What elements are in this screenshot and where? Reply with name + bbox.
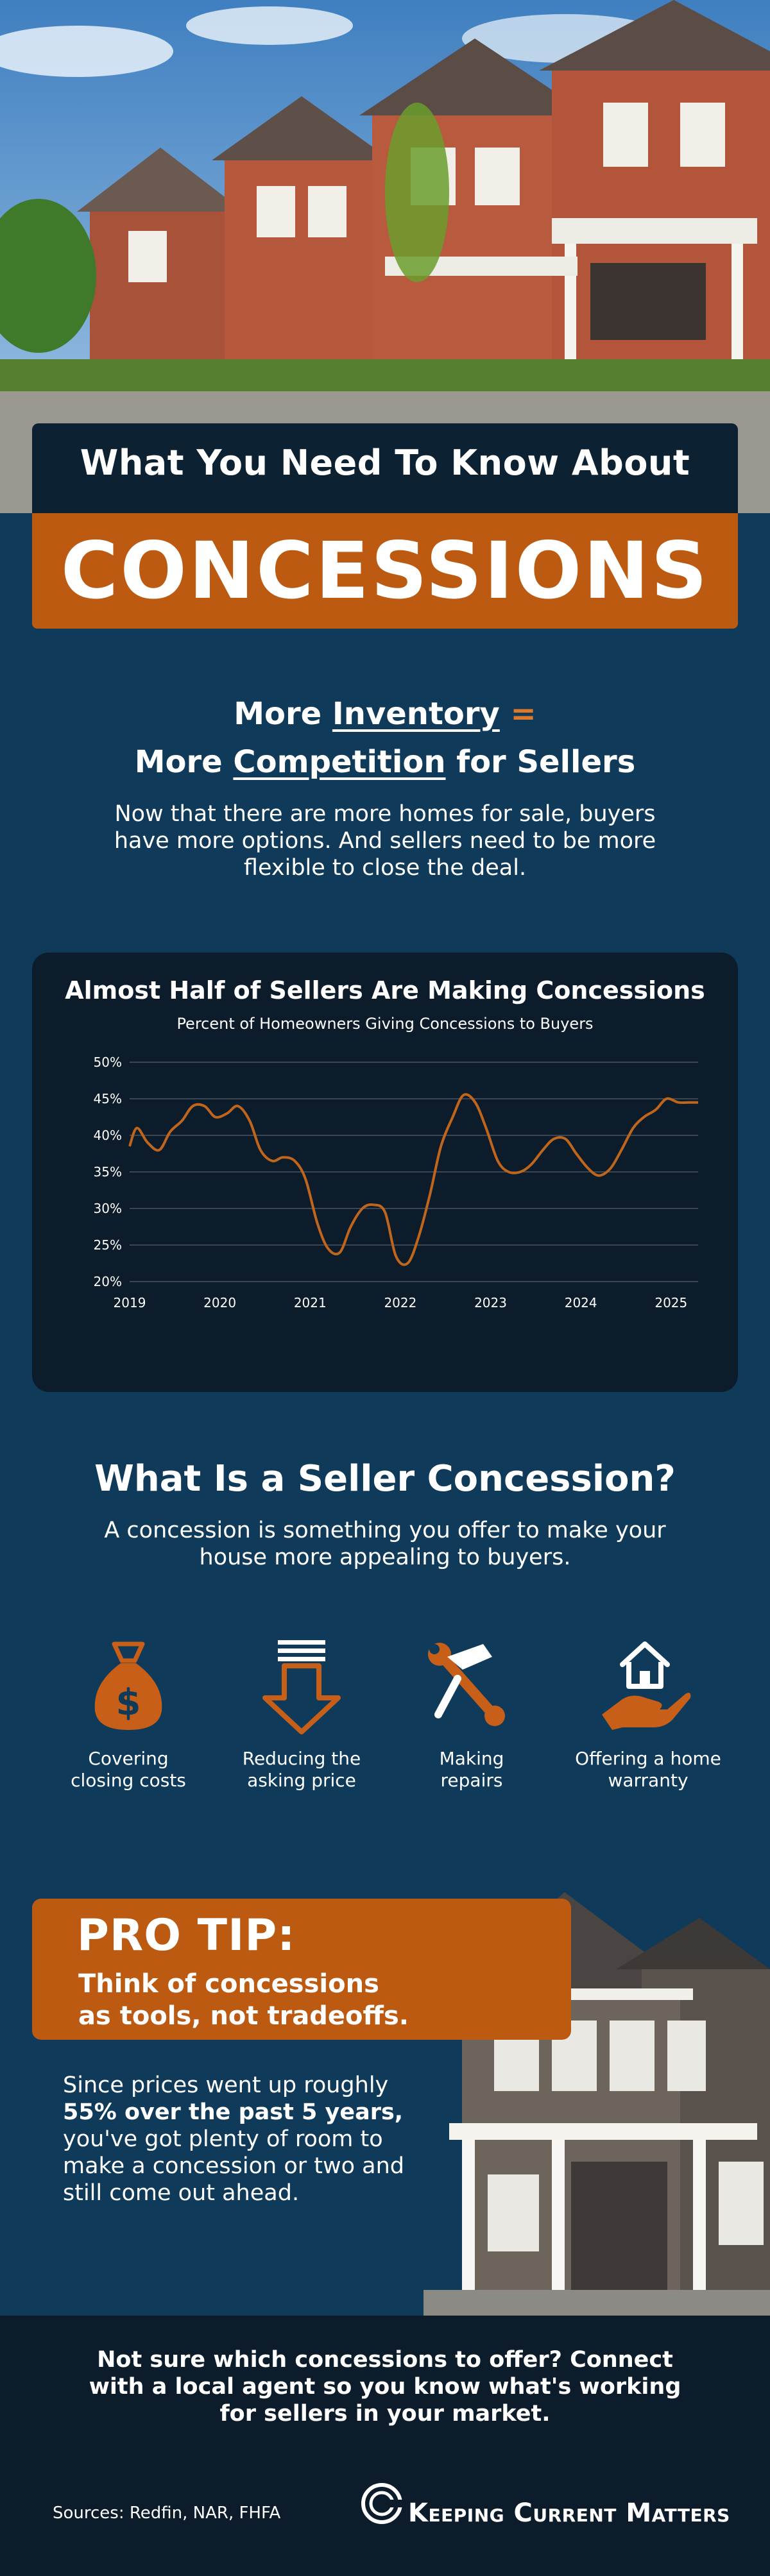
footer bbox=[0, 2316, 770, 2576]
inventory-body: Now that there are more homes for sale, … bbox=[114, 801, 656, 881]
line-chart: 20%25%30%35%40%45%50% 2019 2020 2021 2022 20… bbox=[94, 1055, 698, 1310]
chart-subtitle: Percent of Homeowners Giving Concessions… bbox=[176, 1015, 594, 1033]
x-tick-label: 2019 bbox=[114, 1295, 146, 1310]
concession-body: A concession is something you offer to m… bbox=[104, 1518, 666, 1570]
inventory-word: Inventory bbox=[332, 696, 500, 732]
chart-title: Almost Half of Sellers Are Making Conces… bbox=[65, 976, 705, 1004]
series-line bbox=[128, 1093, 698, 1266]
hand-house-icon bbox=[602, 1641, 691, 1730]
y-tick-label: 50% bbox=[94, 1055, 122, 1070]
x-axis-ticks: 2019 2020 2021 2022 2023 2024 2025 bbox=[114, 1295, 688, 1310]
concession-label-repairs: Making repairs bbox=[439, 1748, 504, 1791]
header-dark-box bbox=[32, 423, 738, 513]
y-tick-label: 25% bbox=[94, 1237, 122, 1253]
hammer-wrench-icon bbox=[428, 1643, 505, 1726]
chart-series bbox=[128, 1093, 698, 1266]
concession-label-asking-price: Reducing the asking price bbox=[242, 1748, 361, 1791]
kcm-logo-text[interactable]: Keeping Current Matters bbox=[408, 2498, 730, 2528]
pro-tip-body: Since prices went up roughly 55% over th… bbox=[63, 2072, 404, 2206]
x-tick-label: 2021 bbox=[294, 1295, 327, 1310]
sources-text: Sources: Redfin, NAR, FHFA bbox=[53, 2504, 281, 2523]
x-tick-label: 2023 bbox=[474, 1295, 507, 1310]
equals-sign: = bbox=[499, 696, 536, 732]
inventory-heading-line1: More Inventory = bbox=[234, 696, 536, 732]
concession-label-closing-costs: Covering closing costs bbox=[71, 1748, 186, 1791]
pro-tip-heading: PRO TIP: bbox=[77, 1910, 296, 1961]
competition-word: Competition bbox=[233, 744, 446, 780]
down-arrow-icon bbox=[262, 1640, 341, 1734]
y-tick-label: 30% bbox=[94, 1201, 122, 1216]
x-tick-label: 2025 bbox=[654, 1295, 687, 1310]
inventory-heading-line2: More Competition for Sellers bbox=[134, 744, 636, 780]
y-tick-label: 20% bbox=[94, 1274, 122, 1289]
footer-cta: Not sure which concessions to offer? Con… bbox=[89, 2347, 681, 2427]
x-tick-label: 2020 bbox=[203, 1295, 236, 1310]
y-tick-label: 45% bbox=[94, 1091, 122, 1106]
concession-label-warranty: Offering a home warranty bbox=[575, 1748, 721, 1791]
money-bag-icon: $ bbox=[94, 1641, 162, 1730]
kcm-logo-icon[interactable] bbox=[361, 2482, 403, 2525]
pro-tip-sub-line2: as tools, not tradeoffs. bbox=[78, 2001, 409, 2031]
y-axis-ticks: 20% 25% 30% 35% 40% 45% 50% bbox=[94, 1055, 122, 1289]
hero-photo bbox=[0, 0, 770, 513]
chart-grid bbox=[130, 1062, 698, 1282]
concession-title: What Is a Seller Concession? bbox=[94, 1458, 676, 1500]
pro-tip-sub-line1: Think of concessions bbox=[78, 1969, 379, 1999]
pro-tip-box bbox=[32, 1899, 571, 2040]
x-tick-label: 2024 bbox=[565, 1295, 597, 1310]
svg-text:$: $ bbox=[116, 1682, 141, 1724]
header-orange-box bbox=[32, 513, 738, 629]
y-tick-label: 40% bbox=[94, 1128, 122, 1143]
header-big-title: CONCESSIONS bbox=[60, 525, 710, 616]
pro-tip-highlight: 55% over the past 5 years, bbox=[63, 2099, 404, 2125]
x-tick-label: 2022 bbox=[384, 1295, 416, 1310]
header-title: What You Need To Know About bbox=[80, 443, 690, 483]
y-tick-label: 35% bbox=[94, 1164, 122, 1180]
